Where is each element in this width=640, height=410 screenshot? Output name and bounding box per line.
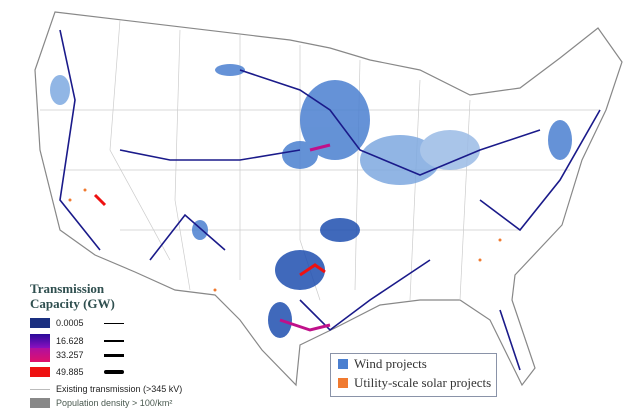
high-capacity-lines [93,143,331,332]
us-outline [34,11,623,387]
legend-label: 16.628 [56,336,84,346]
legend-wind: Wind projects [331,354,496,373]
legend-label: Existing transmission (>345 kV) [56,384,183,394]
legend-label: Population density > 100/km² [56,398,173,408]
legend-title-1: Transmission [30,281,105,296]
transmission-lines [59,29,601,371]
legend-label: Utility-scale solar projects [354,374,492,390]
legend-label: Wind projects [354,355,427,371]
legend-label: 33.257 [56,350,84,360]
legend-label: 0.0005 [56,318,84,328]
legend-solar: Utility-scale solar projects [331,373,496,392]
legend-label: 49.885 [56,367,84,377]
legend-item: 49.885 [30,365,200,379]
project-legend: Wind projects Utility-scale solar projec… [330,353,497,397]
transmission-legend: Transmission Capacity (GW) 0.0005 16.628… [30,281,200,410]
legend-item: 0.0005 [30,316,200,330]
legend-item: 16.628 [30,334,200,348]
legend-title-2: Capacity (GW) [30,296,115,311]
legend-item: 33.257 [30,348,200,362]
solar-projects [68,188,502,292]
legend-existing: Existing transmission (>345 kV) [30,382,200,396]
legend-population: Population density > 100/km² [30,396,200,410]
